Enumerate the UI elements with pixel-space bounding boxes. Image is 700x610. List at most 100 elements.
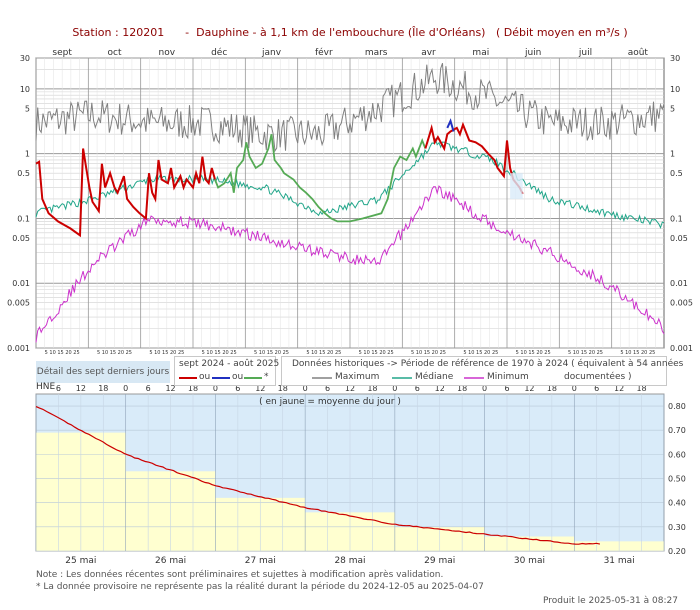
bottom-y-tick-label: 0.20 [668,547,686,556]
day-tick-label: 5 10 15 20 25 [149,350,184,356]
bottom-y-tick-label: 0.50 [668,475,686,484]
month-label: août [628,48,649,58]
day-label: 28 mai [334,556,365,566]
hour-tick-label: 0 [123,384,128,393]
day-tick-label: 5 10 15 20 25 [306,350,341,356]
hour-tick-label: 18 [278,384,288,393]
series-median-line [35,137,665,229]
day-label: 30 mai [514,556,545,566]
day-label: 29 mai [424,556,455,566]
y-tick-label-right: 5 [670,104,675,113]
hne-label: HNE [36,382,56,392]
y-tick-label-right: 30 [670,54,680,63]
hour-tick-label: 0 [303,384,308,393]
hour-tick-label: 18 [547,384,557,393]
recent-period-box [510,173,523,199]
y-tick-label-right: 0.01 [670,279,688,288]
day-tick-label: 5 10 15 20 25 [463,350,498,356]
y-tick-label-right: 10 [670,85,680,94]
day-tick-label: 5 10 15 20 25 [411,350,446,356]
y-tick-label-left: 0.01 [12,279,30,288]
day-tick-label: 5 10 15 20 25 [254,350,289,356]
month-label: nov [159,48,176,58]
day-tick-label: 5 10 15 20 25 [97,350,132,356]
month-label: janv [261,48,282,58]
series-current-red [35,148,216,238]
y-tick-label-right: 0.005 [670,299,693,308]
hour-tick-label: 12 [345,384,355,393]
legend-median-label: Médiane [415,372,454,382]
hour-tick-label: 18 [636,384,646,393]
series-corrected-green [214,134,427,223]
day-label: 31 mai [604,556,635,566]
series-provisional-blue [446,118,455,132]
y-tick-label-right: 0.05 [670,234,688,243]
hour-tick-label: 12 [435,384,445,393]
bottom-y-tick-label: 0.80 [668,402,686,411]
day-tick-label: 5 10 15 20 25 [620,350,655,356]
day-tick-label: 5 10 15 20 25 [359,350,394,356]
legend-historic-title: Données historiques -> Période de référe… [292,359,684,369]
legend-historic: Données historiques -> Période de référe… [281,356,683,386]
hourly-flow-line [35,406,601,545]
y-tick-label-right: 0.1 [670,214,683,223]
day-label: 27 mai [245,556,276,566]
legend-current: sept 2024 - août 2025 ou ou * [174,356,280,386]
month-label: sept [52,48,72,58]
y-tick-label-left: 0.5 [17,169,30,178]
produced-date: Produit le 2025-05-31 à 08:27 [543,596,678,606]
y-tick-label-left: 0.1 [17,214,30,223]
note-2: * La donnée provisoire ne représente pas… [36,582,484,592]
y-tick-label-right: 1 [670,150,675,159]
hour-tick-label: 0 [392,384,397,393]
month-label: juil [578,48,592,58]
hour-tick-label: 6 [504,384,509,393]
hour-tick-label: 12 [165,384,175,393]
month-label: avr [421,48,436,58]
y-tick-label-left: 1 [25,150,30,159]
month-label: mars [365,48,388,58]
legend-current-item-2: ou [232,372,244,382]
y-tick-label-right: 0.5 [670,169,683,178]
hour-tick-label: 18 [98,384,108,393]
day-label: 26 mai [155,556,186,566]
legend-current-title: sept 2024 - août 2025 [179,359,280,369]
month-label: déc [211,47,227,58]
hour-tick-label: 6 [594,384,599,393]
series-minimum-line [35,185,665,343]
note-1: Note : Les données récentes sont prélimi… [36,570,444,580]
hour-tick-label: 6 [415,384,420,393]
series-maximum-line [35,63,665,153]
detail-label: Détail des sept derniers jours [36,361,170,383]
hour-tick-label: 6 [235,384,240,393]
day-tick-label: 5 10 15 20 25 [45,350,80,356]
chart-title: Station : 120201 - Dauphine - à 1,1 km d… [72,26,628,39]
y-tick-label-left: 10 [20,85,30,94]
month-label: mai [472,48,489,58]
hour-tick-label: 6 [146,384,151,393]
y-tick-label-left: 0.005 [7,299,30,308]
day-tick-label: 5 10 15 20 25 [516,350,551,356]
month-label: févr [315,47,333,58]
hour-tick-label: 12 [76,384,86,393]
hour-tick-label: 0 [213,384,218,393]
hour-tick-label: 0 [482,384,487,393]
legend-current-item-1: ou [199,372,211,382]
series-current-red-spring [424,121,524,195]
hour-tick-label: 18 [367,384,377,393]
legend-min-label: Minimum [487,372,529,382]
hour-tick-label: 12 [524,384,534,393]
daily-mean-note: ( en jaune = moyenne du jour ) [259,397,401,407]
legend-max-label: Maximum [335,372,380,382]
month-label: oct [108,48,122,58]
bottom-y-tick-label: 0.30 [668,523,686,532]
hour-tick-label: 6 [56,384,61,393]
hour-tick-label: 0 [572,384,577,393]
y-tick-label-left: 30 [20,54,30,63]
legend-historic-subtitle: documentées ) [564,372,632,382]
y-tick-label-left: 5 [25,104,30,113]
bottom-y-tick-label: 0.40 [668,499,686,508]
hour-tick-label: 12 [255,384,265,393]
day-tick-label: 5 10 15 20 25 [568,350,603,356]
bottom-y-tick-label: 0.70 [668,426,686,435]
